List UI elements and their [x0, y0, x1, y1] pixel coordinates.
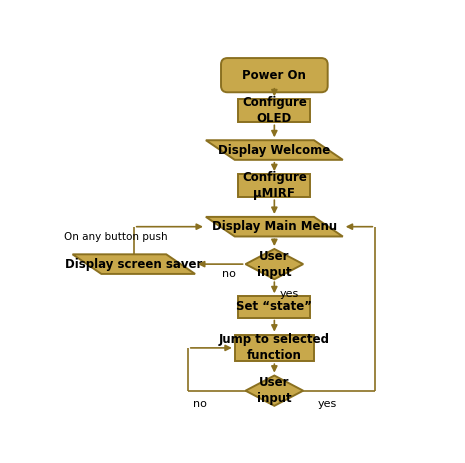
Polygon shape — [206, 140, 343, 160]
Text: no: no — [222, 269, 236, 280]
Text: Power On: Power On — [242, 69, 306, 81]
Bar — [238, 99, 311, 122]
Text: Display Welcome: Display Welcome — [218, 144, 331, 156]
Text: User
input: User input — [257, 250, 292, 279]
Polygon shape — [246, 375, 303, 406]
Text: no: no — [193, 399, 207, 408]
FancyBboxPatch shape — [221, 58, 328, 92]
Polygon shape — [73, 254, 195, 274]
Bar — [235, 335, 314, 361]
Text: On any button push: On any button push — [64, 232, 167, 242]
Bar — [238, 296, 311, 318]
Polygon shape — [246, 249, 303, 279]
Bar — [238, 174, 311, 197]
Text: yes: yes — [318, 399, 337, 408]
Polygon shape — [206, 217, 343, 237]
Text: Configure
OLED: Configure OLED — [242, 96, 307, 125]
Text: yes: yes — [280, 289, 299, 299]
Text: User
input: User input — [257, 376, 292, 405]
Text: Display Main Menu: Display Main Menu — [212, 220, 337, 233]
Text: Display screen saver: Display screen saver — [65, 257, 202, 270]
Text: Jump to selected
function: Jump to selected function — [219, 333, 330, 363]
Text: Configure
μMIRF: Configure μMIRF — [242, 171, 307, 200]
Text: Set “state”: Set “state” — [236, 300, 312, 313]
